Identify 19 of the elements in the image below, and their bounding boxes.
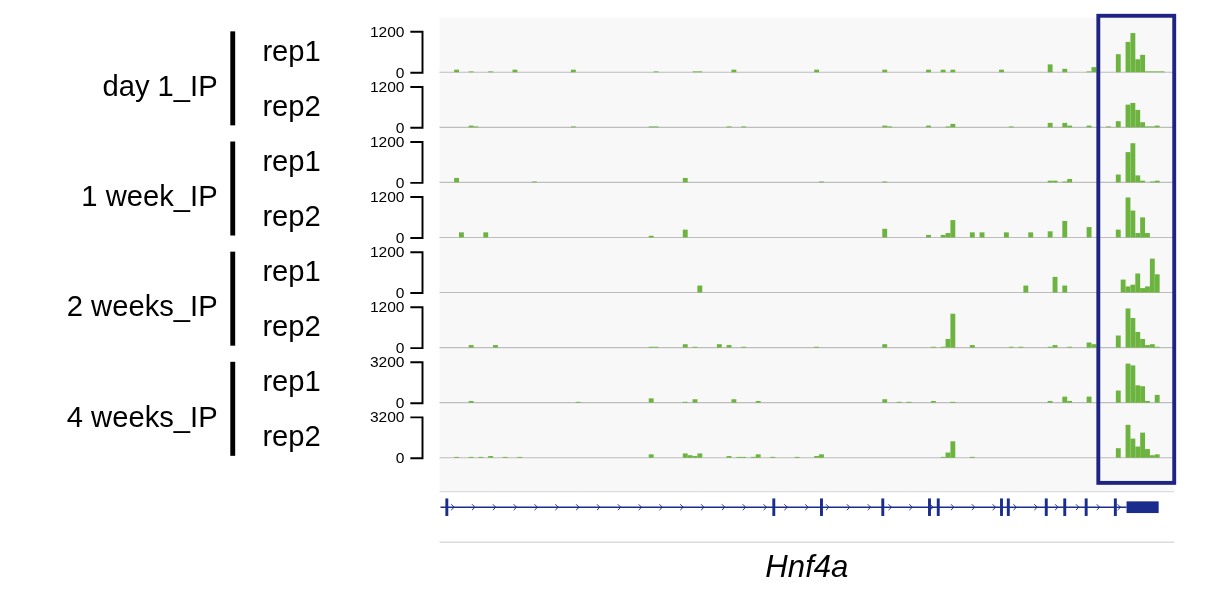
y-tick-label: 0 <box>395 173 405 191</box>
y-tick-label: 1200 <box>369 243 405 261</box>
text: day 1_IP <box>102 70 218 103</box>
text: 1 week_IP <box>81 180 218 213</box>
y-tick-label: 1200 <box>369 22 405 40</box>
y-axis-title: rep2 <box>262 89 321 122</box>
y-tick-label: 1200 <box>369 188 405 206</box>
y-axis-title: rep1 <box>262 144 321 177</box>
y-axis-title: rep1 <box>262 365 321 398</box>
y-axis-title: rep1 <box>262 254 321 287</box>
y-tick-label: 0 <box>395 228 405 246</box>
text: 2 weeks_IP <box>66 290 218 323</box>
y-axis-title: rep1 <box>262 34 321 67</box>
y-tick-label: 0 <box>395 449 405 467</box>
y-axis-title: rep2 <box>262 309 321 342</box>
y-axis-title: rep2 <box>262 199 321 232</box>
text: 4 weeks_IP <box>66 400 218 433</box>
x-axis-title: Hnf4a <box>765 549 849 585</box>
y-axis-title: rep2 <box>262 420 321 453</box>
